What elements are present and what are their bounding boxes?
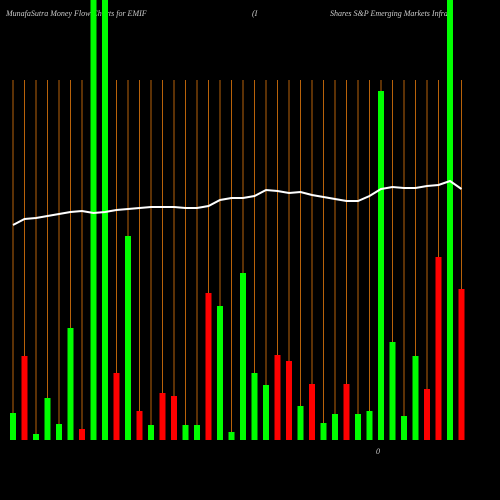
chart-subtitle: (I — [252, 9, 258, 18]
money-flow-line — [12, 179, 463, 226]
bar — [251, 373, 258, 440]
bar — [240, 273, 246, 440]
bar — [320, 423, 327, 440]
bar — [148, 425, 154, 440]
bar — [355, 414, 361, 440]
bar — [136, 411, 143, 440]
bar — [56, 424, 62, 440]
bar — [286, 361, 292, 440]
bar — [389, 342, 396, 440]
annotation: 0 — [376, 447, 380, 456]
chart-title-right: Shares S&P Emerging Markets Infra — [330, 9, 448, 18]
bar — [102, 0, 108, 440]
bar — [228, 432, 235, 440]
bar — [458, 289, 465, 440]
bar — [171, 396, 177, 440]
bar — [343, 384, 350, 440]
bar — [263, 385, 269, 440]
bar — [125, 236, 131, 440]
bar — [309, 384, 315, 440]
bar — [182, 425, 189, 440]
bar — [412, 356, 419, 440]
bar — [424, 389, 430, 440]
bar — [21, 356, 28, 440]
bar — [217, 306, 223, 440]
chart-title: MunafaSutra Money Flow Charts for EMIF — [5, 9, 147, 18]
bar — [332, 414, 338, 440]
bar — [378, 91, 384, 440]
bar — [274, 355, 281, 440]
bar — [67, 328, 74, 440]
bar — [194, 425, 200, 440]
bar — [90, 0, 97, 440]
bar — [401, 416, 407, 440]
bar — [10, 413, 16, 440]
bar — [113, 373, 120, 440]
bar — [159, 393, 166, 440]
bar — [205, 293, 212, 440]
bar — [33, 434, 39, 440]
bar — [297, 406, 304, 440]
bar — [79, 429, 85, 440]
bar — [44, 398, 51, 440]
bar — [435, 257, 442, 440]
bar — [447, 0, 453, 440]
bar — [366, 411, 373, 440]
